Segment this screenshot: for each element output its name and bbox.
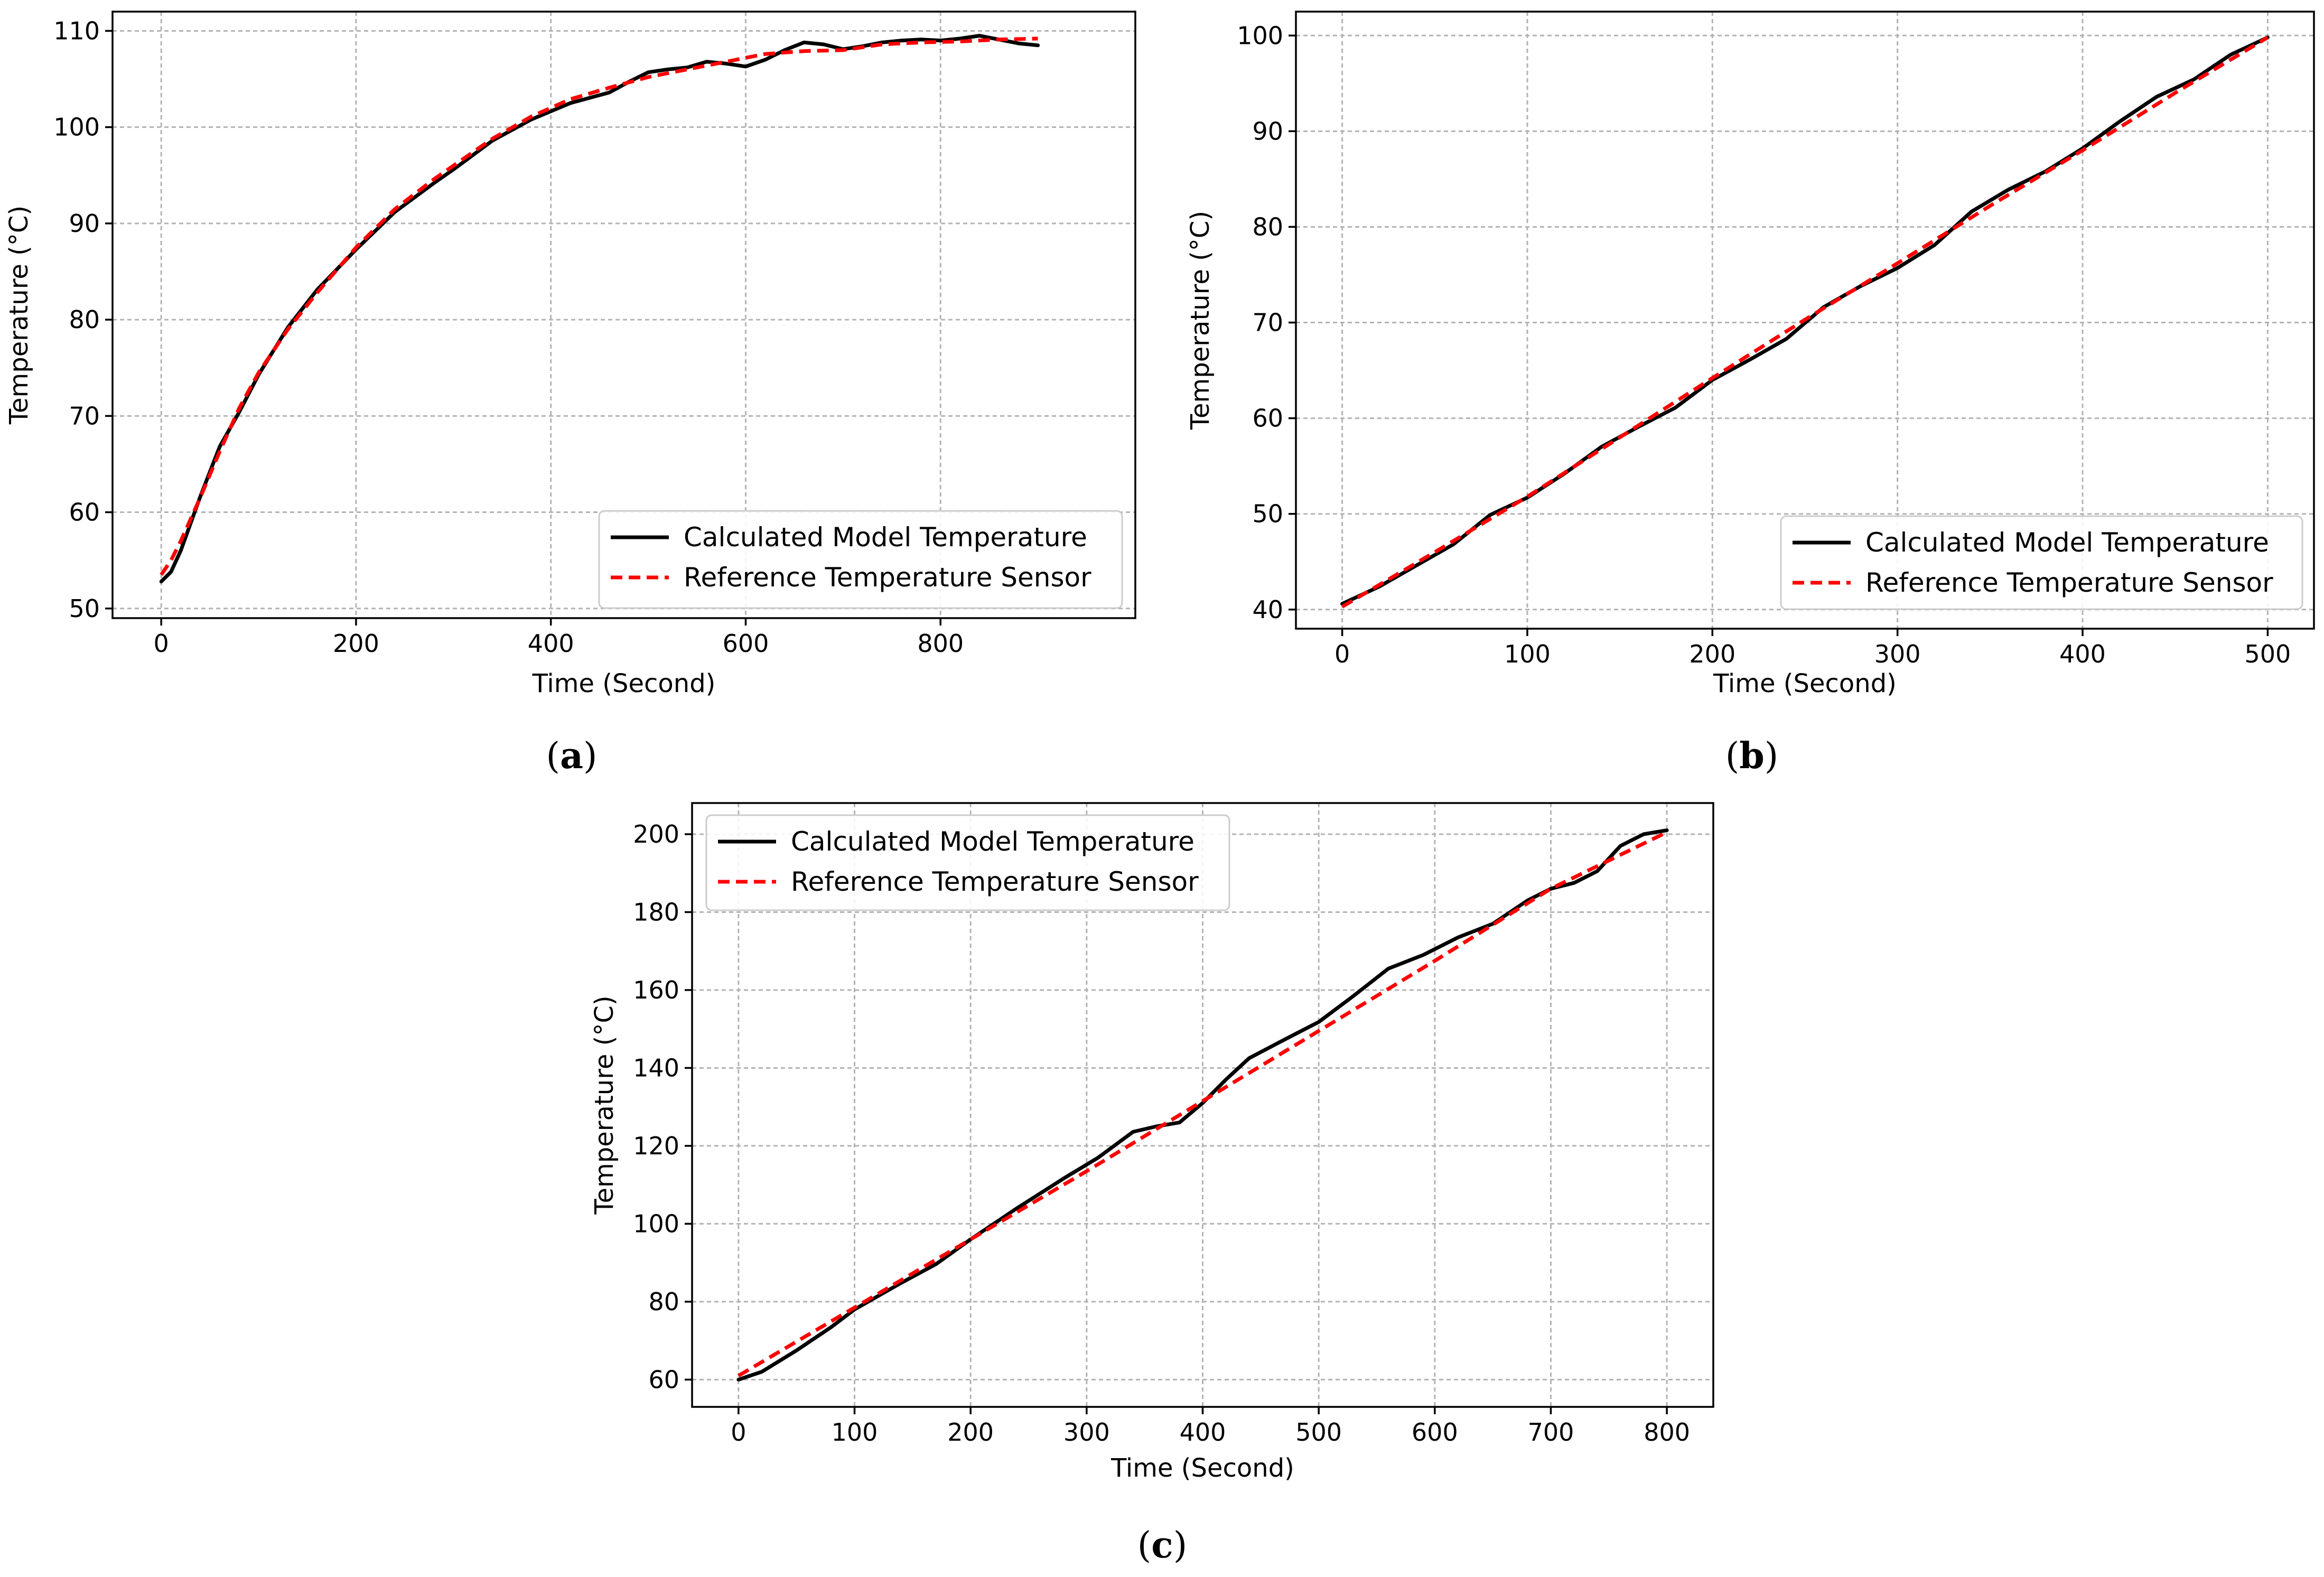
y-tick-label: 140 [633, 1053, 679, 1082]
x-tick-label: 200 [1689, 640, 1735, 668]
series-line-calculated-model [1340, 35, 2270, 606]
x-tick-label: 600 [1412, 1418, 1458, 1447]
panel-b-label: b [1739, 735, 1765, 777]
plot-frame [691, 802, 1714, 1408]
y-tick-label: 60 [69, 498, 100, 527]
y-tick-label: 50 [69, 594, 100, 623]
series-line-reference-sensor [1341, 35, 2269, 609]
y-tick-label: 110 [53, 16, 100, 45]
x-tick-label: 800 [917, 629, 964, 658]
x-tick-label: 0 [1334, 640, 1350, 668]
legend-box [598, 510, 1123, 609]
x-tick-label: 400 [528, 629, 574, 658]
legend-label: Calculated Model Temperature [791, 826, 1194, 857]
chart-panel-b: 0 100 200 300 400 500 40 50 60 70 80 90 100 Time (Sec… [1186, 11, 2315, 698]
plot-frame [111, 11, 1136, 619]
x-tick-label: 200 [333, 629, 379, 658]
y-tick-label: 160 [633, 976, 679, 1004]
y-tick-label: 90 [69, 209, 100, 238]
x-tick-label: 300 [1063, 1418, 1110, 1447]
x-tick-label: 700 [1528, 1418, 1574, 1447]
x-tick-label: 100 [1504, 640, 1551, 668]
y-tick-label: 50 [1252, 500, 1283, 528]
legend: Calculated Model Temperature Reference Te… [1780, 515, 2303, 610]
plot-frame [1295, 11, 2315, 630]
y-tick-label: 40 [1252, 595, 1283, 624]
x-tick-label: 500 [1295, 1418, 1342, 1447]
y-tick-label: 100 [1237, 21, 1283, 50]
legend-box [1780, 515, 2303, 610]
legend-label: Reference Temperature Sensor [791, 866, 1199, 897]
y-tick-label: 80 [69, 305, 100, 334]
panel-c-label: c [1151, 1524, 1173, 1566]
y-tick-label: 100 [53, 113, 100, 142]
panel-c-caption: (c) [1137, 1524, 1187, 1566]
panel-b-caption: (b) [1725, 735, 1779, 777]
x-tick-label: 400 [2059, 640, 2106, 668]
series-line-calculated-model [736, 828, 1669, 1382]
y-tick-label: 90 [1252, 117, 1283, 145]
x-tick-label: 300 [1874, 640, 1921, 668]
y-axis-title: Temperature (°C) [4, 206, 34, 425]
x-tick-label: 100 [832, 1418, 878, 1447]
x-tick-label: 200 [947, 1418, 994, 1447]
x-tick-label: 500 [2245, 640, 2291, 668]
panel-a-caption: (a) [546, 735, 597, 777]
legend-box [705, 814, 1230, 911]
series-line-reference-sensor [738, 831, 1668, 1378]
legend-label: Calculated Model Temperature [684, 522, 1087, 553]
legend-label: Reference Temperature Sensor [684, 562, 1091, 593]
x-tick-label: 0 [154, 629, 169, 658]
x-tick-label: 800 [1644, 1418, 1690, 1447]
chart-panel-a: 0 200 400 600 800 50 60 70 80 90 100 110 Time (Secon… [4, 11, 1136, 698]
y-tick-label: 200 [633, 820, 679, 848]
x-axis-title: Time (Second) [532, 669, 716, 698]
y-tick-label: 180 [633, 898, 679, 926]
y-axis-title: Temperature (°C) [1186, 211, 1215, 430]
y-axis-title: Temperature (°C) [590, 995, 619, 1215]
y-tick-label: 120 [633, 1132, 679, 1160]
x-tick-label: 0 [731, 1418, 746, 1447]
x-axis-title: Time (Second) [1110, 1453, 1294, 1483]
x-tick-label: 600 [723, 629, 769, 658]
y-tick-label: 60 [648, 1365, 679, 1394]
y-tick-label: 80 [1252, 212, 1283, 241]
y-tick-label: 80 [648, 1287, 679, 1316]
y-tick-label: 100 [633, 1209, 679, 1238]
y-tick-label: 70 [1252, 309, 1283, 337]
x-tick-label: 400 [1180, 1418, 1226, 1447]
legend-label: Calculated Model Temperature [1865, 527, 2269, 558]
legend: Calculated Model Temperature Reference Te… [598, 510, 1123, 609]
legend: Calculated Model Temperature Reference Te… [705, 814, 1230, 911]
x-axis-title: Time (Second) [1713, 669, 1897, 698]
legend-label: Reference Temperature Sensor [1865, 567, 2273, 598]
chart-panel-c: 0 100 200 300 400 500 600 700 800 60 80 100 120 140 16… [590, 802, 1714, 1483]
y-tick-label: 60 [1252, 404, 1283, 433]
y-tick-label: 70 [69, 402, 100, 430]
series-line-reference-sensor [160, 36, 1038, 576]
panel-a-label: a [560, 735, 583, 777]
